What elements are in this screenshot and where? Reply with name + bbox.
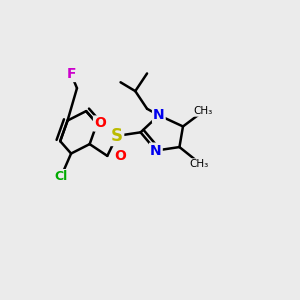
Text: CH₃: CH₃: [194, 106, 213, 116]
Text: O: O: [115, 149, 127, 164]
Text: CH₃: CH₃: [189, 159, 208, 169]
Text: S: S: [111, 127, 123, 145]
Text: N: N: [153, 108, 165, 122]
Text: N: N: [150, 144, 162, 158]
Text: Cl: Cl: [55, 170, 68, 183]
Text: O: O: [94, 116, 106, 130]
Text: F: F: [66, 67, 76, 81]
